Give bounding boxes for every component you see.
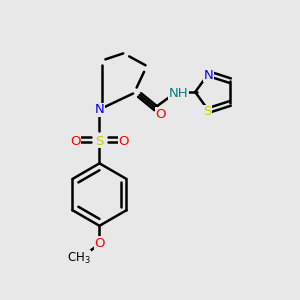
Text: O: O xyxy=(94,237,105,250)
Text: O: O xyxy=(70,135,80,148)
Text: S: S xyxy=(203,105,211,119)
Text: CH$_3$: CH$_3$ xyxy=(67,251,91,266)
Text: NH: NH xyxy=(169,87,189,100)
Text: O: O xyxy=(118,135,129,148)
Text: O: O xyxy=(156,108,166,121)
Text: N: N xyxy=(204,69,213,82)
Text: N: N xyxy=(94,103,104,116)
Text: S: S xyxy=(95,135,104,148)
